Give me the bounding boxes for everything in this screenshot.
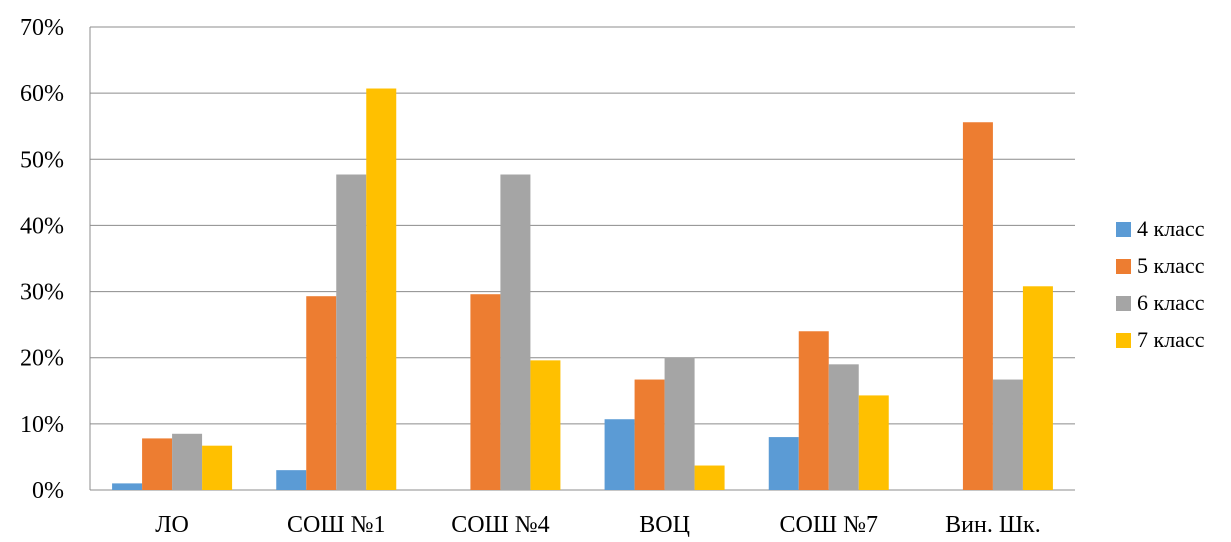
gridlines <box>90 26 1075 491</box>
bar-7-class-4 <box>858 395 889 490</box>
bar-5-class-2 <box>470 294 501 490</box>
legend-swatch <box>1116 333 1131 348</box>
bar-7-class-0 <box>202 445 233 490</box>
x-tick-label: СОШ №4 <box>451 512 549 537</box>
bar-6-class-0 <box>172 433 203 490</box>
legend-label: 6 класс <box>1137 290 1205 315</box>
bar-5-class-4 <box>798 331 829 490</box>
bar-7-class-2 <box>530 360 561 490</box>
bar-4-class-0 <box>112 483 143 490</box>
legend-label: 4 класс <box>1137 216 1205 241</box>
x-tick-label: ЛО <box>155 512 189 537</box>
y-tick-label: 50% <box>20 147 64 173</box>
bar-6-class-4 <box>828 364 859 490</box>
x-tick-label: ВОЦ <box>639 512 690 537</box>
y-tick-label: 0% <box>32 478 64 504</box>
y-tick-label: 70% <box>20 15 64 41</box>
bar-4-class-3 <box>604 419 635 490</box>
legend-label: 5 класс <box>1137 253 1205 278</box>
y-tick-label: 60% <box>20 81 64 107</box>
y-tick-label: 10% <box>20 412 64 438</box>
x-tick-label: Вин. Шк. <box>945 512 1041 537</box>
bar-4-class-4 <box>768 437 799 490</box>
legend-swatch <box>1116 296 1131 311</box>
x-tick-label: СОШ №1 <box>287 512 385 537</box>
bar-5-class-5 <box>962 122 993 490</box>
y-tick-label: 40% <box>20 213 64 239</box>
legend-swatch <box>1116 259 1131 274</box>
axes: 0% 10% 20% 30% 40% 50% 60% 70% ЛО СОШ №1 СОШ №4 ВОЦ… <box>20 15 1041 538</box>
bar-5-class-1 <box>306 296 337 490</box>
y-tick-label: 20% <box>20 346 64 372</box>
bar-5-class-3 <box>634 379 665 490</box>
legend: 4 класс 5 класс 6 класс 7 класс <box>1116 216 1205 352</box>
x-tick-label: СОШ №7 <box>780 512 878 537</box>
y-tick-label: 30% <box>20 280 64 306</box>
bar-6-class-1 <box>336 174 367 490</box>
bar-6-class-3 <box>664 357 695 490</box>
bar-7-class-3 <box>694 465 725 490</box>
legend-label: 7 класс <box>1137 327 1205 352</box>
bar-5-class-0 <box>142 438 173 490</box>
bar-6-class-5 <box>992 379 1023 490</box>
bar-4-class-1 <box>276 470 307 490</box>
bars <box>112 88 1053 491</box>
bar-6-class-2 <box>500 174 531 490</box>
bar-7-class-5 <box>1022 286 1053 490</box>
legend-swatch <box>1116 222 1131 237</box>
bar-7-class-1 <box>366 88 397 491</box>
